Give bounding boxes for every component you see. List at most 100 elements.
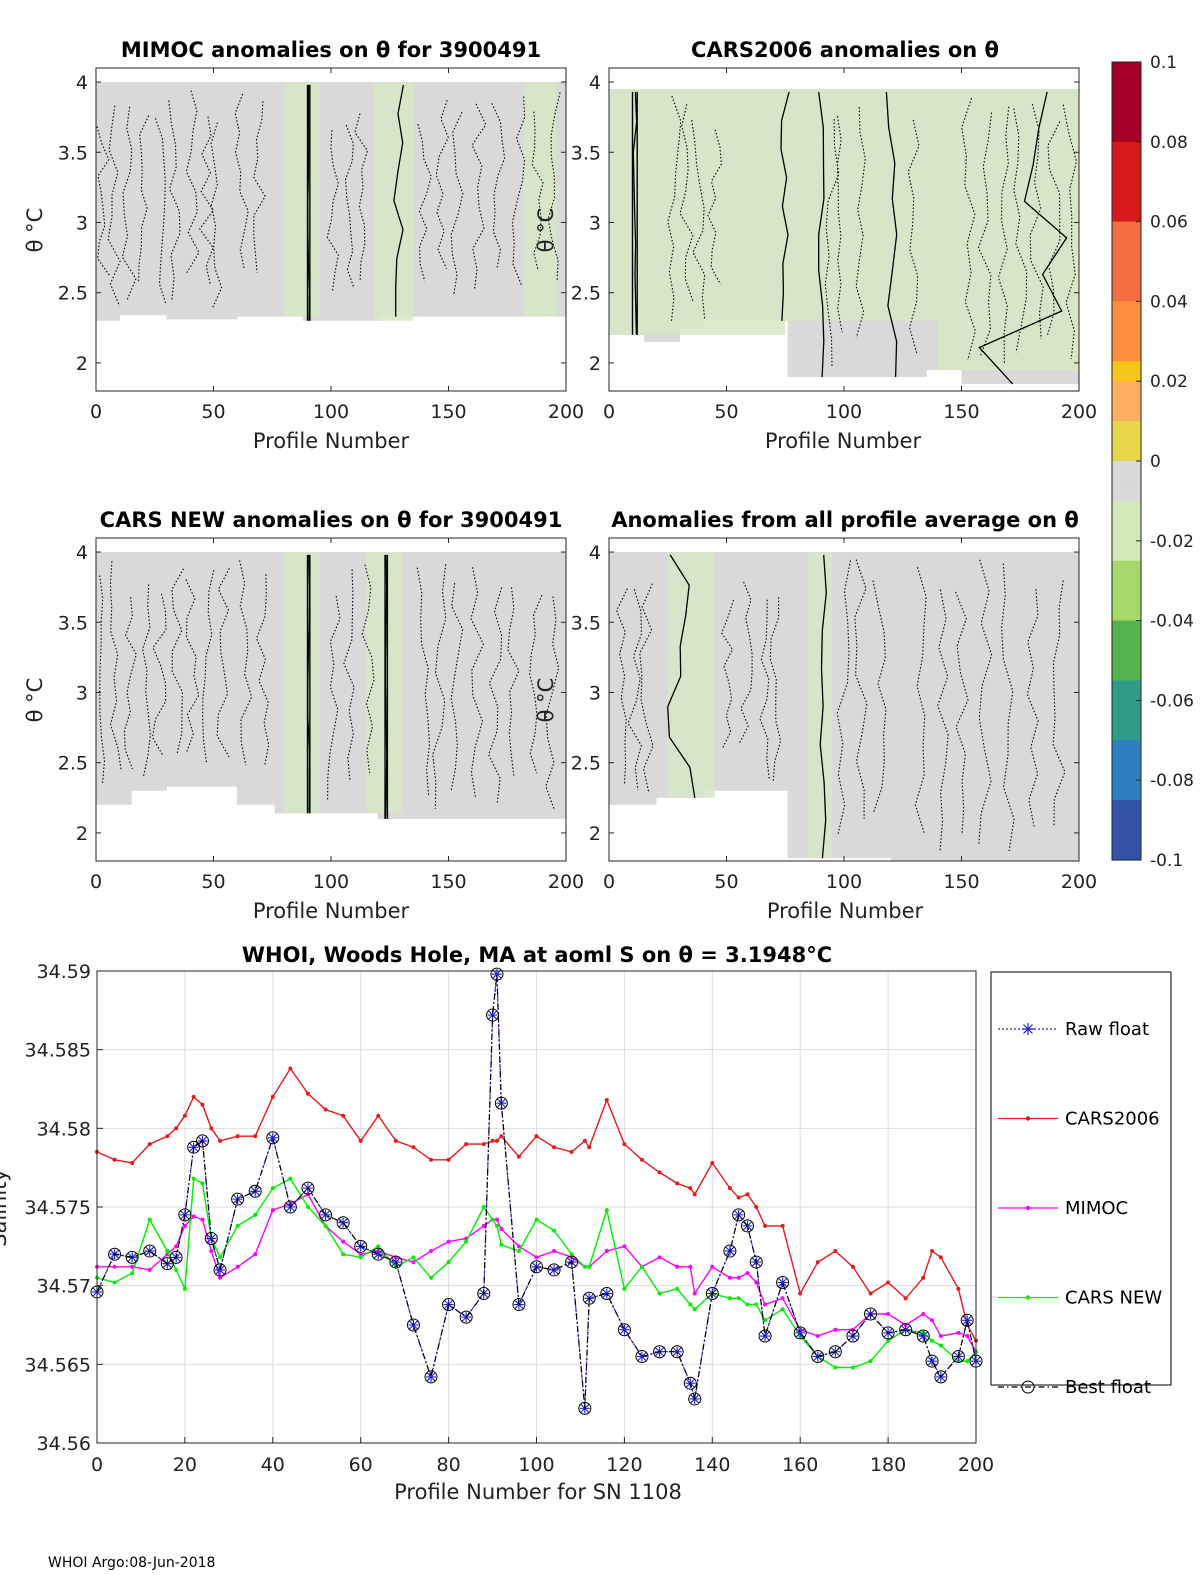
- x-tick-label: 200: [1061, 871, 1097, 893]
- y-tick-label: 34.57: [37, 1276, 91, 1298]
- dotted-contour: [151, 593, 167, 756]
- data-point: [930, 1249, 935, 1254]
- data-point: [864, 1307, 878, 1321]
- data-point: [639, 1157, 644, 1162]
- colorbar-segment: [1112, 361, 1141, 382]
- data-point: [200, 1181, 205, 1186]
- data-point: [956, 1286, 961, 1291]
- panel-plot-area: [96, 82, 566, 321]
- data-point: [886, 1338, 891, 1343]
- data-point: [499, 1227, 504, 1232]
- anomaly-green-band: [366, 552, 402, 814]
- legend-label: Best float: [1065, 1377, 1151, 1398]
- data-point: [270, 1094, 275, 1099]
- data-point: [938, 1334, 943, 1339]
- data-point: [464, 1142, 469, 1147]
- series-line: [96, 974, 977, 1409]
- data-point: [754, 1205, 759, 1209]
- anomaly-field-block: [119, 82, 167, 316]
- anomaly-field-block: [787, 552, 892, 859]
- data-point: [358, 1255, 363, 1260]
- data-point: [112, 1157, 117, 1162]
- data-point: [235, 1134, 240, 1139]
- anomaly-field-block: [237, 552, 276, 805]
- data-point: [147, 1217, 152, 1222]
- data-point: [552, 1249, 557, 1254]
- data-point: [499, 1242, 504, 1247]
- legend-marker: [1025, 1116, 1031, 1121]
- dotted-contour: [707, 129, 722, 285]
- data-point: [341, 1239, 346, 1244]
- x-tick-label: 0: [90, 871, 102, 893]
- colorbar-segment: [1112, 141, 1141, 163]
- dotted-contour: [977, 112, 993, 357]
- data-point: [112, 1264, 117, 1269]
- solid-contour: [780, 91, 790, 321]
- data-point: [376, 1244, 381, 1249]
- data-point: [763, 1302, 768, 1307]
- x-tick-label: 100: [826, 871, 862, 893]
- anomaly-field-block: [166, 82, 238, 320]
- salinity-legend: Raw float CARS2006 MIMOC CARS NEW Best float: [990, 971, 1172, 1398]
- colorbar-tick-label: 0.02: [1150, 372, 1188, 392]
- legend-marker: [1025, 1295, 1031, 1300]
- data-point: [323, 1223, 328, 1228]
- data-point: [108, 1247, 122, 1261]
- data-point: [187, 1140, 201, 1154]
- y-tick-label: 4: [589, 542, 601, 564]
- data-point: [174, 1126, 179, 1131]
- data-point: [338, 1217, 349, 1228]
- data-point: [921, 1311, 926, 1316]
- data-point: [530, 1260, 543, 1274]
- data-point: [653, 1345, 667, 1359]
- legend-label: MIMOC: [1065, 1198, 1128, 1219]
- dotted-contour: [769, 597, 782, 783]
- data-point: [253, 1212, 258, 1217]
- dotted-contour: [1062, 104, 1077, 360]
- x-tick-label: 40: [261, 1454, 285, 1476]
- x-tick-label: 50: [714, 871, 738, 893]
- salinity-frame: [96, 970, 977, 1444]
- colorbar-segment: [1112, 341, 1141, 362]
- dotted-contour: [234, 93, 249, 270]
- dotted-contour: [327, 596, 341, 801]
- colorbar-segment: [1112, 62, 1141, 83]
- data-point: [657, 1170, 662, 1175]
- y-tick-label: 34.585: [25, 1040, 91, 1062]
- colorbar-segment: [1112, 560, 1141, 582]
- dotted-contour: [99, 575, 106, 785]
- colorbar-segment: [1112, 461, 1141, 482]
- y-tick-label: 34.565: [25, 1354, 91, 1376]
- data-point: [635, 1349, 649, 1363]
- data-point: [828, 1345, 842, 1359]
- data-point: [424, 1370, 438, 1384]
- colorbar-segment: [1112, 161, 1141, 183]
- data-point: [235, 1223, 240, 1228]
- dotted-contour: [1026, 589, 1039, 827]
- dotted-contour: [168, 100, 181, 300]
- colorbar-segment: [1112, 221, 1141, 243]
- data-point: [736, 1275, 741, 1280]
- data-point: [636, 1351, 647, 1362]
- data-point: [732, 1208, 746, 1222]
- mimoc-anomaly-panel: 0 50 100 150 200 2 2.5 3 3.5 4: [58, 67, 584, 423]
- data-point: [215, 1264, 226, 1275]
- data-point: [534, 1255, 539, 1260]
- colorbar-segment: [1112, 600, 1141, 622]
- data-point: [200, 1217, 205, 1222]
- dotted-contour: [531, 111, 544, 272]
- footer-text: WHOI Argo:08-Jun-2018: [48, 1555, 215, 1571]
- data-point: [736, 1296, 741, 1301]
- anomaly-colorbar: 0.1 0.08 0.06 0.04 0.02 0 -0.02 -0.04 -0.06 -0.08…: [1111, 53, 1194, 871]
- colorbar-tick-label: -0.04: [1150, 612, 1194, 632]
- data-point: [965, 1359, 970, 1364]
- data-point: [288, 1066, 293, 1071]
- x-tick-label: 60: [349, 1454, 373, 1476]
- colorbar-segment: [1112, 620, 1141, 642]
- data-point: [531, 1261, 542, 1272]
- data-point: [130, 1271, 135, 1276]
- colorbar-tick-label: -0.1: [1150, 851, 1183, 871]
- data-point: [688, 1302, 693, 1307]
- data-point: [358, 1138, 363, 1143]
- data-point: [411, 1255, 416, 1260]
